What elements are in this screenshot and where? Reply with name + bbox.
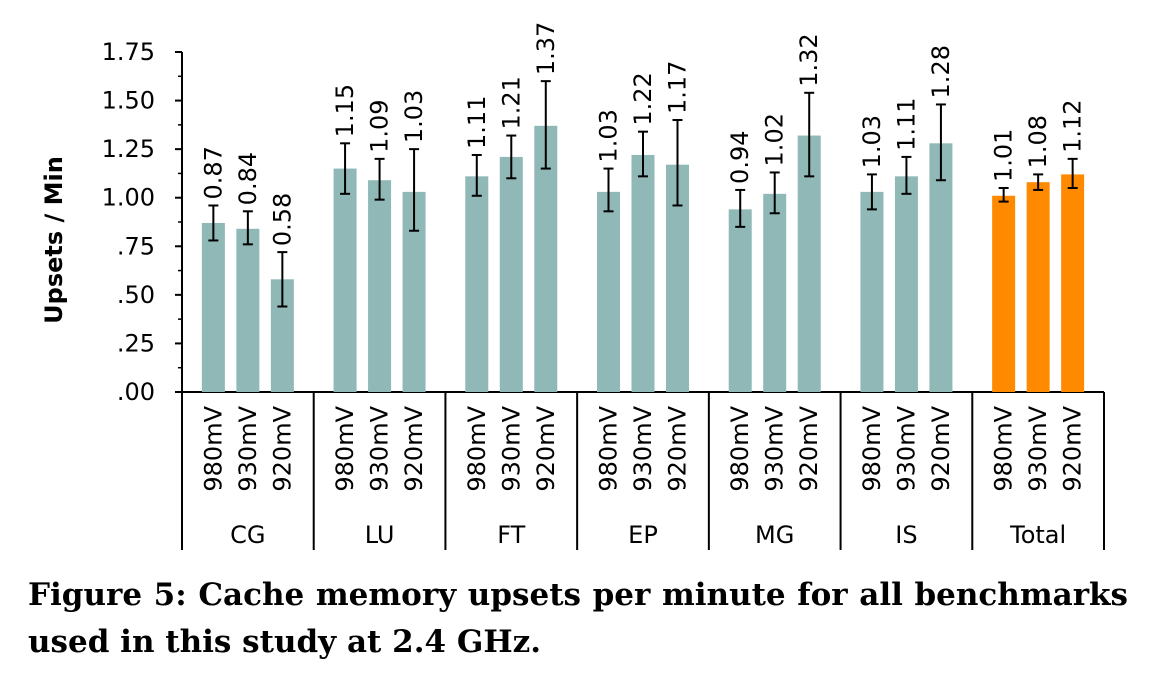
figure-caption: Figure 5: Cache memory upsets per minute… xyxy=(28,577,1128,660)
group-label: CG xyxy=(230,521,265,549)
y-tick-label: 1.75 xyxy=(102,38,155,66)
x-tick-label: 920mV xyxy=(664,405,692,491)
x-tick-label: 930mV xyxy=(497,405,525,491)
x-tick-label: 980mV xyxy=(463,405,491,491)
x-tick-label: 980mV xyxy=(199,405,227,491)
bar xyxy=(992,195,1016,392)
x-tick-label: 980mV xyxy=(726,405,754,491)
y-tick-label: .00 xyxy=(117,378,155,406)
y-tick-label: 1.25 xyxy=(102,135,155,163)
data-label: 0.94 xyxy=(726,131,754,184)
bar xyxy=(1026,182,1050,392)
bar xyxy=(728,209,752,392)
x-tick-label: 920mV xyxy=(532,405,560,491)
data-label: 1.22 xyxy=(629,72,657,125)
bar xyxy=(797,135,821,393)
y-tick-label: .75 xyxy=(117,232,155,260)
bar xyxy=(763,193,787,392)
x-tick-label: 920mV xyxy=(400,405,428,491)
group-label: Total xyxy=(1009,521,1066,549)
bar xyxy=(333,168,357,392)
data-label: 1.17 xyxy=(664,61,692,114)
data-label: 0.87 xyxy=(199,146,227,199)
bar xyxy=(368,180,392,392)
x-tick-label: 920mV xyxy=(268,405,296,491)
x-tick-label: 920mV xyxy=(1059,405,1087,491)
data-label: 1.37 xyxy=(532,22,560,75)
bar xyxy=(860,191,884,392)
x-tick-label: 930mV xyxy=(1024,405,1052,491)
group-label: IS xyxy=(895,521,917,549)
bar xyxy=(465,176,489,392)
data-label: 1.03 xyxy=(400,90,428,143)
data-label: 1.11 xyxy=(892,97,920,150)
bar xyxy=(929,143,953,392)
data-label: 1.03 xyxy=(858,115,886,168)
bar xyxy=(1061,174,1085,392)
bar xyxy=(666,164,689,392)
y-tick-label: 1.50 xyxy=(102,87,155,115)
x-tick-label: 930mV xyxy=(629,405,657,491)
data-label: 1.11 xyxy=(463,96,491,149)
y-tick-label: .50 xyxy=(117,281,155,309)
y-axis-label: Upsets / Min xyxy=(40,156,68,324)
data-label: 1.21 xyxy=(497,76,525,129)
data-label: 0.84 xyxy=(234,152,262,205)
bar xyxy=(236,228,260,392)
group-label: EP xyxy=(628,521,658,549)
x-tick-label: 920mV xyxy=(795,405,823,491)
x-tick-label: 980mV xyxy=(858,405,886,491)
bar xyxy=(270,279,294,392)
y-tick-label: .25 xyxy=(117,329,155,357)
data-label: 1.08 xyxy=(1024,115,1052,168)
group-label: FT xyxy=(497,521,525,549)
group-label: LU xyxy=(365,521,395,549)
data-label: 1.12 xyxy=(1059,99,1087,152)
x-tick-label: 920mV xyxy=(927,405,955,491)
x-tick-label: 930mV xyxy=(761,405,789,491)
x-tick-label: 930mV xyxy=(234,405,262,491)
y-tick-label: 1.00 xyxy=(102,184,155,212)
data-label: 0.58 xyxy=(268,193,296,246)
x-tick-label: 980mV xyxy=(595,405,623,491)
data-label: 1.15 xyxy=(331,84,359,137)
group-label: MG xyxy=(755,521,794,549)
x-tick-label: 980mV xyxy=(990,405,1018,491)
data-label: 1.03 xyxy=(595,109,623,162)
bar xyxy=(597,191,620,392)
bar xyxy=(402,191,426,392)
x-tick-label: 930mV xyxy=(892,405,920,491)
bar xyxy=(631,154,655,392)
data-label: 1.28 xyxy=(927,45,955,98)
x-tick-label: 980mV xyxy=(331,405,359,491)
data-label: 1.32 xyxy=(795,33,823,86)
bar xyxy=(894,176,918,392)
data-label: 1.02 xyxy=(761,113,789,166)
bar xyxy=(201,222,225,392)
data-label: 1.01 xyxy=(990,129,1018,182)
bar-chart: .00 .25 .50 .75 1.00 1.25 1.50 1.75 Upsets / Min… xyxy=(40,22,1105,550)
x-tick-label: 930mV xyxy=(366,405,394,491)
data-label: 1.09 xyxy=(366,99,394,152)
bar xyxy=(534,125,558,392)
bar xyxy=(499,156,523,392)
